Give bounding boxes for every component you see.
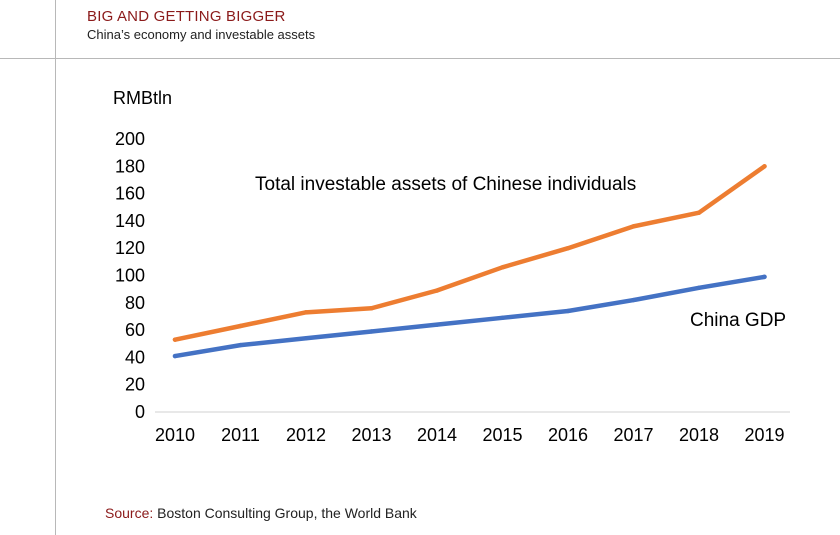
- y-tick-label: 80: [125, 293, 145, 313]
- gdp-series-label: China GDP: [690, 310, 786, 331]
- y-tick-label: 0: [135, 402, 145, 422]
- x-tick-label: 2015: [482, 425, 522, 445]
- y-tick-label: 40: [125, 347, 145, 367]
- gdp-data-point: [631, 297, 636, 303]
- assets-series-label: Total investable assets of Chinese indiv…: [255, 174, 636, 195]
- gdp-data-point: [762, 274, 767, 280]
- assets-data-point: [172, 337, 178, 342]
- y-tick-label: 140: [115, 211, 145, 231]
- y-axis-label: RMBtln: [113, 88, 172, 108]
- source-note: Source: Boston Consulting Group, the Wor…: [105, 505, 417, 521]
- x-tick-label: 2019: [744, 425, 784, 445]
- x-tick-label: 2017: [613, 425, 653, 445]
- x-tick-label: 2010: [155, 425, 195, 445]
- gdp-data-point: [238, 342, 243, 348]
- assets-data-point: [631, 224, 636, 229]
- y-tick-label: 100: [115, 266, 145, 286]
- gdp-data-point: [696, 285, 702, 290]
- assets-data-point: [696, 210, 702, 215]
- chart-title: BIG AND GETTING BIGGER: [87, 8, 286, 25]
- assets-data-point: [434, 288, 440, 293]
- chart-subtitle: China’s economy and investable assets: [87, 27, 316, 42]
- gdp-data-point: [369, 329, 374, 334]
- left-margin-rule: [55, 0, 56, 535]
- gdp-series-line: [172, 274, 767, 359]
- gdp-data-point: [565, 308, 571, 314]
- assets-data-point: [500, 265, 505, 270]
- assets-data-point: [303, 310, 309, 315]
- gdp-data-point: [500, 315, 505, 321]
- x-tick-label: 2018: [679, 425, 719, 445]
- y-tick-label: 200: [115, 129, 145, 149]
- assets-data-point: [565, 246, 571, 251]
- x-tick-label: 2011: [221, 425, 260, 445]
- x-tick-label: 2013: [351, 425, 391, 445]
- x-tick-label: 2014: [417, 425, 457, 445]
- y-tick-label: 20: [125, 375, 145, 395]
- x-tick-label: 2012: [286, 425, 326, 445]
- assets-data-point: [369, 306, 374, 311]
- y-tick-label: 120: [115, 238, 145, 258]
- header-divider: [0, 58, 840, 59]
- x-tick-label: 2016: [548, 425, 588, 445]
- gdp-data-point: [434, 322, 440, 327]
- source-label: Source:: [105, 505, 154, 521]
- y-tick-label: 60: [125, 320, 145, 340]
- source-text: Boston Consulting Group, the World Bank: [153, 505, 417, 521]
- assets-series-line: [172, 164, 767, 342]
- assets-data-point: [238, 323, 243, 329]
- gdp-data-point: [172, 353, 178, 359]
- y-tick-label: 180: [115, 156, 145, 176]
- gdp-data-point: [303, 336, 309, 341]
- y-tick-label: 160: [115, 184, 145, 204]
- header: BIG AND GETTING BIGGER China’s economy a…: [87, 8, 315, 42]
- assets-data-point: [762, 164, 767, 169]
